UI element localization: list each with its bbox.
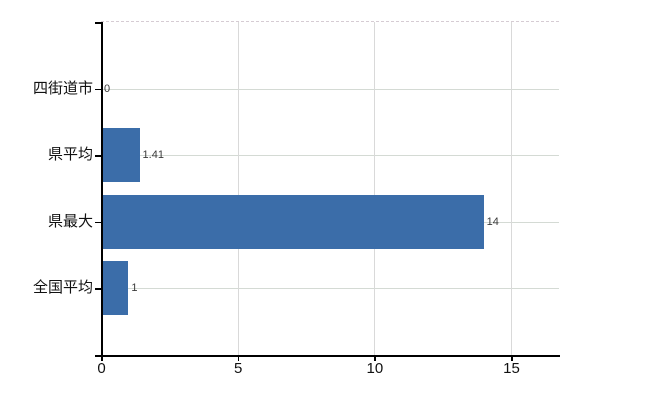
y-axis-line: [101, 22, 103, 356]
plot-top-border: [101, 21, 559, 22]
x-axis-tick: [237, 355, 240, 361]
y-axis-tick: [95, 288, 101, 290]
y-axis-tick: [95, 22, 101, 24]
x-tick-label: 10: [366, 360, 384, 377]
bar-value-label: 1: [131, 282, 138, 295]
category-label: 四街道市: [32, 79, 93, 97]
y-axis-tick: [95, 221, 101, 224]
x-tick-label: 0: [97, 360, 106, 377]
x-axis-tick: [374, 355, 376, 361]
bar-value-label: 14: [486, 215, 499, 228]
horizontal-gridline: [101, 88, 559, 90]
x-tick-label: 5: [233, 360, 243, 377]
bar: [102, 128, 140, 183]
bar: [102, 194, 484, 249]
y-axis-tick: [95, 155, 101, 157]
x-axis-tick: [101, 355, 103, 361]
horizontal-gridline: [101, 155, 559, 157]
x-axis-tick: [511, 355, 513, 361]
category-label: 県平均: [47, 146, 93, 164]
category-label: 全国平均: [32, 279, 93, 297]
vertical-gridline: [237, 22, 239, 355]
vertical-gridline: [374, 22, 376, 355]
x-tick-label: 15: [503, 360, 520, 377]
vertical-gridline: [511, 22, 512, 355]
y-axis-tick: [95, 88, 101, 91]
horizontal-gridline: [101, 288, 559, 290]
x-axis-line: [95, 355, 560, 357]
bar-value-label: 1.41: [142, 149, 164, 162]
bar: [102, 261, 128, 316]
category-label: 県最大: [47, 212, 93, 230]
bar-value-label: 0: [104, 82, 111, 95]
